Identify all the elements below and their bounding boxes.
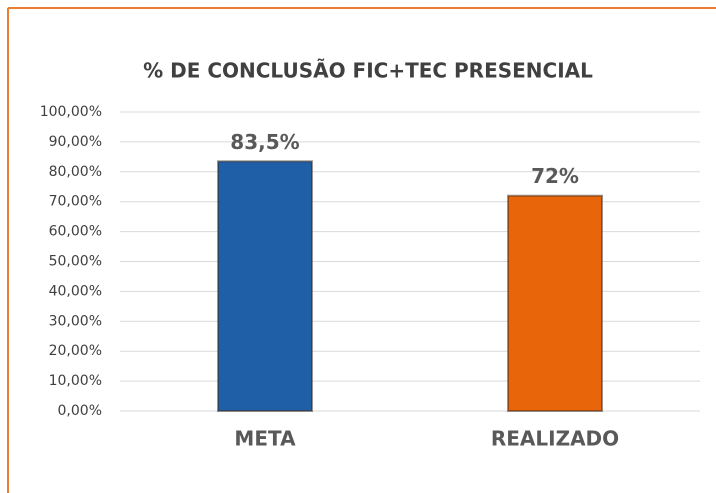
y-tick-label: 70,00% [49, 194, 102, 210]
chart-title: % DE CONCLUSÃO FIC+TEC PRESENCIAL [143, 59, 593, 83]
y-tick-label: 50,00% [49, 254, 102, 270]
y-tick-label: 20,00% [49, 343, 102, 359]
y-tick-label: 90,00% [49, 134, 102, 150]
x-tick-label: REALIZADO [491, 427, 619, 451]
y-tick-label: 100,00% [40, 104, 102, 120]
x-tick-label: META [234, 427, 296, 451]
y-tick-label: 60,00% [49, 224, 102, 240]
y-tick-label: 10,00% [49, 373, 102, 389]
data-label: 83,5% [230, 130, 299, 154]
y-tick-label: 0,00% [58, 403, 102, 419]
bar [217, 160, 313, 412]
bar [507, 194, 603, 412]
data-label: 72% [531, 164, 579, 188]
y-tick-label: 40,00% [49, 283, 102, 299]
y-tick-label: 30,00% [49, 313, 102, 329]
y-tick-label: 80,00% [49, 164, 102, 180]
